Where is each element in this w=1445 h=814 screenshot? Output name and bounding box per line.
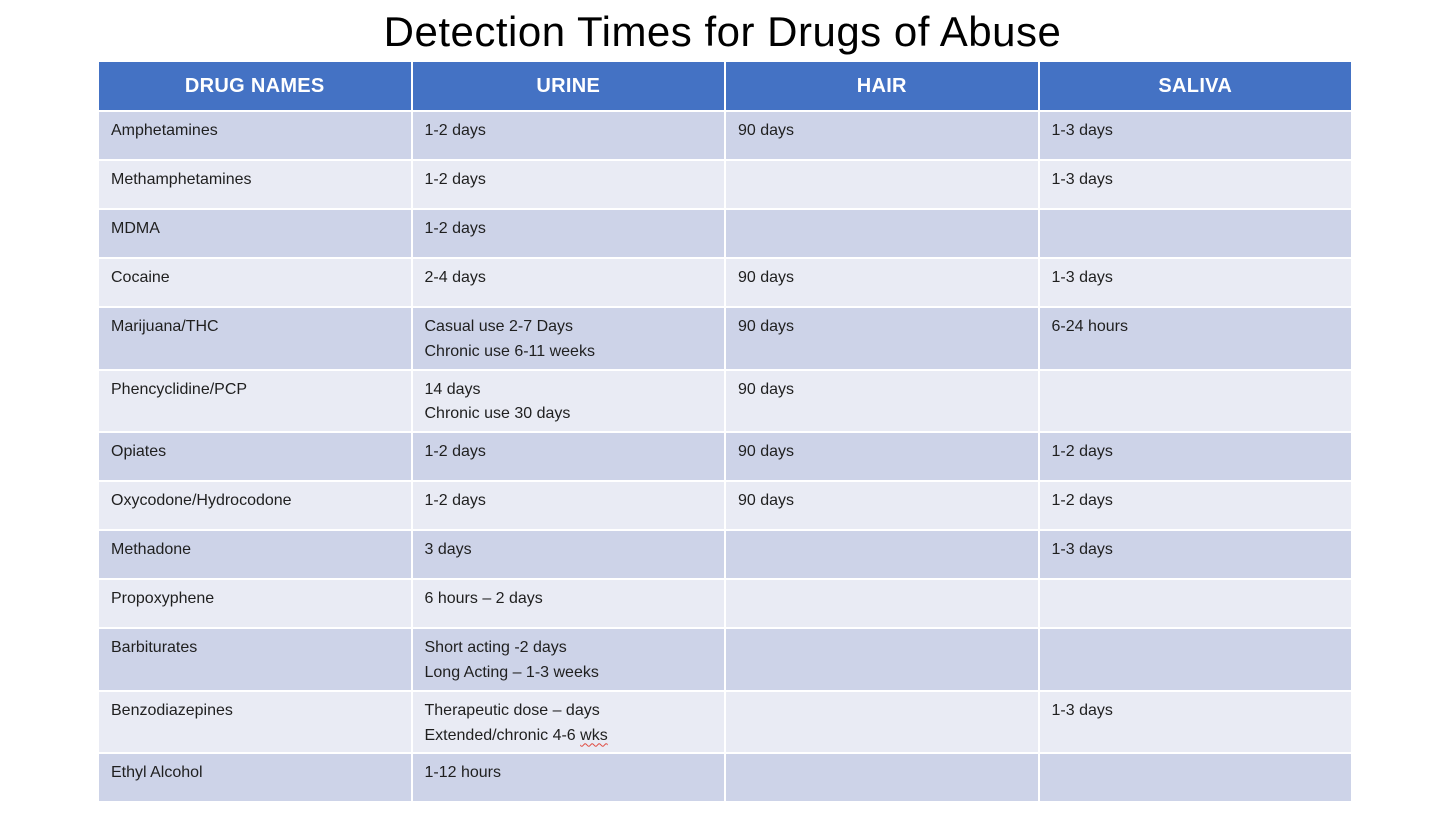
urine-line: Chronic use 30 days bbox=[424, 405, 571, 423]
table-row: Cocaine 2-4 days 90 days 1-3 days bbox=[99, 259, 1351, 306]
cell-urine: 1-2 days bbox=[412, 112, 724, 159]
detection-times-table: DRUG NAMES URINE HAIR SALIVA Amphetamines 1-… bbox=[97, 60, 1353, 803]
cell-urine: 6 hours – 2 days bbox=[412, 580, 724, 628]
table-row: Amphetamines 1-2 days 90 days 1-3 days bbox=[99, 112, 1351, 159]
table-row: Methamphetamines 1-2 days 1-3 days bbox=[99, 161, 1351, 208]
cell-hair bbox=[726, 161, 1038, 208]
cell-hair bbox=[726, 210, 1038, 257]
urine-line: Therapeutic dose – days bbox=[424, 701, 600, 719]
cell-drug-name: Oxycodone/Hydrocodone bbox=[99, 482, 411, 530]
cell-drug-name: Phencyclidine/PCP bbox=[99, 370, 411, 432]
cell-drug-name: Cocaine bbox=[99, 259, 411, 306]
urine-line: Extended/chronic 4-6 wks bbox=[424, 726, 608, 744]
cell-hair: 90 days bbox=[726, 433, 1038, 481]
table-row: Methadone 3 days 1-3 days bbox=[99, 531, 1351, 579]
cell-saliva bbox=[1039, 629, 1351, 690]
urine-line: 14 days bbox=[424, 380, 481, 398]
cell-saliva bbox=[1039, 754, 1351, 802]
cell-urine: 1-2 days bbox=[412, 433, 724, 481]
cell-saliva: 1-3 days bbox=[1039, 259, 1351, 306]
cell-urine: Therapeutic dose – days Extended/chronic … bbox=[412, 691, 724, 753]
urine-line: 1-2 days bbox=[424, 443, 486, 461]
cell-saliva: 1-3 days bbox=[1039, 161, 1351, 208]
page-title: Detection Times for Drugs of Abuse bbox=[383, 8, 1062, 55]
cell-drug-name: Benzodiazepines bbox=[99, 691, 411, 753]
cell-urine: 14 days Chronic use 30 days bbox=[412, 370, 724, 432]
urine-line: Chronic use 6-11 weeks bbox=[424, 342, 595, 360]
cell-hair bbox=[726, 531, 1038, 579]
cell-urine: Casual use 2-7 Days Chronic use 6-11 week… bbox=[412, 308, 724, 369]
column-header-hair: HAIR bbox=[726, 62, 1038, 110]
urine-line: 6 hours – 2 days bbox=[424, 590, 543, 608]
cell-drug-name: Barbiturates bbox=[99, 629, 411, 690]
cell-drug-name: Methadone bbox=[99, 531, 411, 579]
urine-line: 1-2 days bbox=[424, 492, 486, 510]
column-header-drug-names: DRUG NAMES bbox=[99, 62, 411, 110]
column-header-urine: URINE bbox=[412, 62, 724, 110]
table-row: Ethyl Alcohol 1-12 hours bbox=[99, 754, 1351, 802]
cell-hair: 90 days bbox=[726, 112, 1038, 159]
cell-saliva: 1-3 days bbox=[1039, 691, 1351, 753]
urine-line: 1-2 days bbox=[424, 122, 486, 139]
urine-line: 1-12 hours bbox=[424, 764, 502, 782]
cell-drug-name: Marijuana/THC bbox=[99, 308, 411, 369]
cell-urine: 1-12 hours bbox=[412, 754, 724, 802]
cell-hair bbox=[726, 580, 1038, 628]
cell-urine: 3 days bbox=[412, 531, 724, 579]
cell-drug-name: Amphetamines bbox=[99, 112, 411, 159]
cell-drug-name: Opiates bbox=[99, 433, 411, 481]
cell-saliva: 6-24 hours bbox=[1039, 308, 1351, 369]
cell-saliva: 1-3 days bbox=[1039, 112, 1351, 159]
misspelled-word: wks bbox=[580, 726, 608, 744]
cell-hair: 90 days bbox=[726, 259, 1038, 306]
cell-urine: 1-2 days bbox=[412, 161, 724, 208]
cell-saliva: 1-2 days bbox=[1039, 482, 1351, 530]
cell-saliva bbox=[1039, 210, 1351, 257]
cell-drug-name: MDMA bbox=[99, 210, 411, 257]
cell-saliva bbox=[1039, 370, 1351, 432]
cell-drug-name: Propoxyphene bbox=[99, 580, 411, 628]
table-row: Opiates 1-2 days 90 days 1-2 days bbox=[99, 433, 1351, 481]
cell-hair: 90 days bbox=[726, 370, 1038, 432]
header-row: DRUG NAMES URINE HAIR SALIVA bbox=[99, 62, 1351, 110]
cell-hair bbox=[726, 691, 1038, 753]
urine-line: Casual use 2-7 Days bbox=[424, 318, 574, 335]
cell-saliva: 1-3 days bbox=[1039, 531, 1351, 579]
cell-urine: 1-2 days bbox=[412, 210, 724, 257]
table-row: Oxycodone/Hydrocodone 1-2 days 90 days 1-2 … bbox=[99, 482, 1351, 530]
cell-hair bbox=[726, 629, 1038, 690]
urine-line: Short acting -2 days bbox=[424, 639, 567, 657]
urine-line: 1-2 days bbox=[424, 171, 486, 188]
table-row: MDMA 1-2 days bbox=[99, 210, 1351, 257]
cell-hair bbox=[726, 754, 1038, 802]
cell-urine: 2-4 days bbox=[412, 259, 724, 306]
table-row: Barbiturates Short acting -2 days Long Act… bbox=[99, 629, 1351, 690]
urine-line: 1-2 days bbox=[424, 220, 486, 237]
cell-hair: 90 days bbox=[726, 308, 1038, 369]
table-row: Propoxyphene 6 hours – 2 days bbox=[99, 580, 1351, 628]
cell-urine: Short acting -2 days Long Acting – 1-3 we… bbox=[412, 629, 724, 690]
urine-line: Long Acting – 1-3 weeks bbox=[424, 663, 599, 681]
table-row: Benzodiazepines Therapeutic dose – days Ex… bbox=[99, 691, 1351, 753]
cell-saliva: 1-2 days bbox=[1039, 433, 1351, 481]
cell-hair: 90 days bbox=[726, 482, 1038, 530]
cell-drug-name: Ethyl Alcohol bbox=[99, 754, 411, 802]
table-row: Marijuana/THC Casual use 2-7 Days Chronic … bbox=[99, 308, 1351, 369]
table-row: Phencyclidine/PCP 14 days Chronic use 30 d… bbox=[99, 370, 1351, 432]
urine-line: 2-4 days bbox=[424, 269, 486, 286]
cell-urine: 1-2 days bbox=[412, 482, 724, 530]
cell-saliva bbox=[1039, 580, 1351, 628]
cell-drug-name: Methamphetamines bbox=[99, 161, 411, 208]
urine-line: 3 days bbox=[424, 541, 472, 559]
column-header-saliva: SALIVA bbox=[1039, 62, 1351, 110]
